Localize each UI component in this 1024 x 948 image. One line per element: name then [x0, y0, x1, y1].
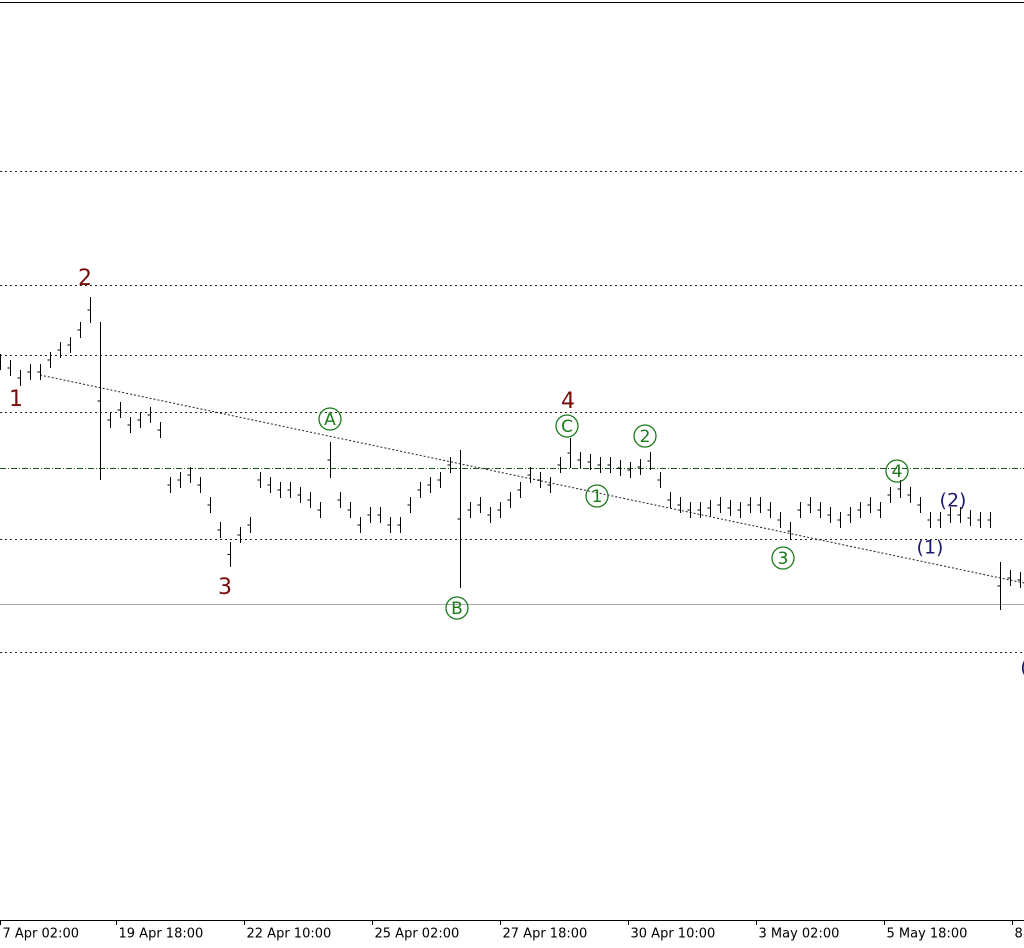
wave-label: 1 [592, 487, 603, 507]
wave-label: (2) [940, 490, 967, 512]
wave-label: (1) [917, 537, 944, 559]
wave-ring [445, 596, 469, 620]
trend-line [39, 374, 1024, 584]
wave-label: 4 [561, 389, 575, 414]
wave-labels: 1 2 3 4 A B C 1 2 3 4 (1) (2) ( [9, 266, 1024, 679]
x-tick-label: 5 May 18:00 [887, 927, 968, 942]
wave-ring [771, 546, 795, 570]
x-tick-label: 19 Apr 18:00 [119, 927, 204, 942]
wave-label: 2 [640, 427, 651, 447]
wave-label: 3 [218, 575, 232, 600]
wave-ring [885, 459, 909, 483]
wave-ring [633, 424, 657, 448]
x-tick-label: 22 Apr 10:00 [247, 927, 332, 942]
wave-label: 3 [778, 549, 789, 569]
x-tick-label: 3 May 02:00 [759, 927, 840, 942]
wave-label: A [324, 410, 336, 430]
x-tick-label: 8 [1015, 927, 1023, 942]
x-tick-label: 27 Apr 18:00 [503, 927, 588, 942]
wave-label: C [561, 417, 573, 437]
wave-label: B [451, 599, 463, 619]
wave-label: ( [1020, 657, 1024, 679]
x-tick-label: 7 Apr 02:00 [3, 927, 80, 942]
wave-label: 1 [9, 387, 23, 412]
x-tick-label: 25 Apr 02:00 [375, 927, 460, 942]
wave-ring [585, 484, 609, 508]
x-axis-ticks: 7 Apr 02:00 19 Apr 18:00 22 Apr 10:00 25 Ap… [0, 920, 1023, 942]
wave-ring [318, 407, 342, 431]
wave-ring [555, 414, 579, 438]
wave-label: 2 [78, 266, 92, 291]
x-tick-label: 30 Apr 10:00 [631, 927, 716, 942]
wave-label: 4 [892, 462, 903, 482]
levels [0, 171, 1024, 653]
price-bars [0, 297, 1021, 610]
